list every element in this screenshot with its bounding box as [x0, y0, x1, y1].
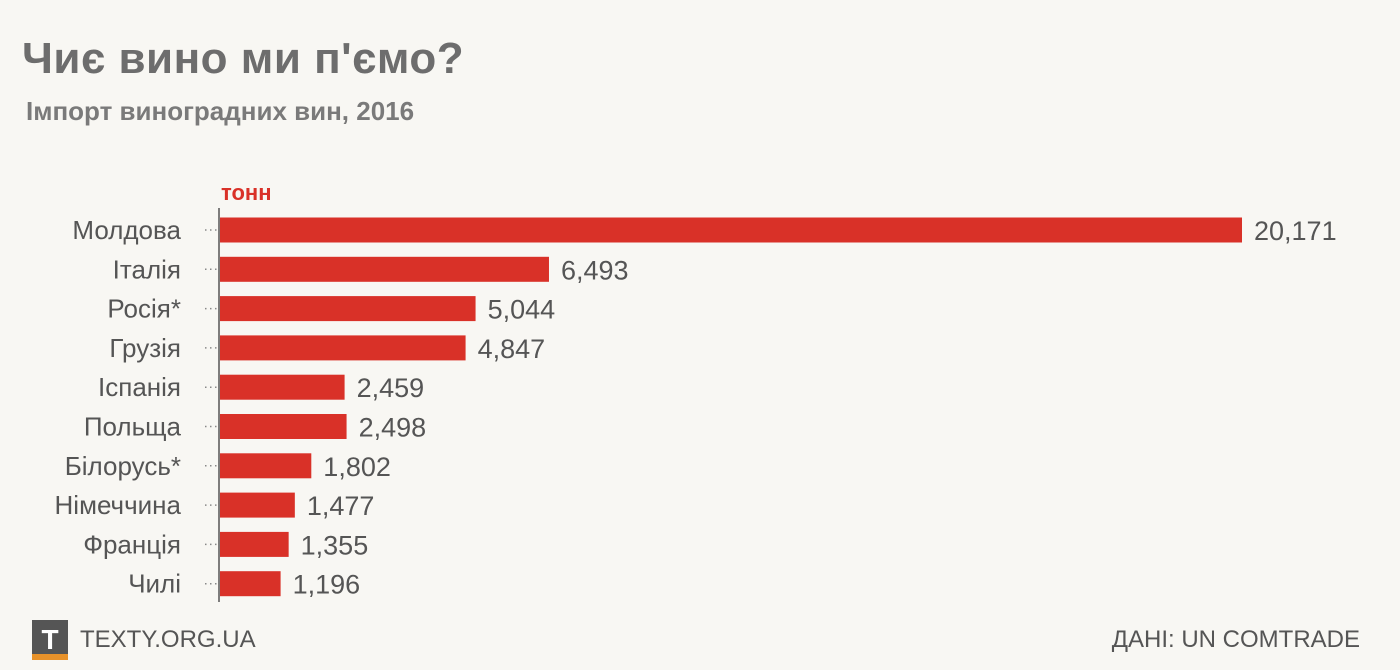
chart-subtitle: Імпорт виноградних вин, 2016 — [26, 96, 415, 126]
category-label: Чилі — [128, 569, 181, 599]
value-label: 20,171 — [1254, 216, 1337, 246]
value-label: 1,355 — [301, 530, 369, 560]
category-label: Грузія — [109, 333, 181, 363]
bar-chart: Молдова 20,171 Італія 6,493 Росія* 5,044 Грузі… — [55, 208, 1337, 602]
category-label: Білорусь* — [65, 451, 181, 481]
value-label: 6,493 — [561, 255, 629, 285]
unit-label: тонн — [221, 180, 272, 205]
bar — [220, 335, 466, 361]
category-label: Німеччина — [55, 490, 182, 520]
value-label: 5,044 — [488, 295, 556, 325]
bar — [220, 453, 312, 479]
category-label: Росія* — [107, 294, 181, 324]
bar — [220, 531, 289, 557]
value-label: 1,477 — [307, 491, 375, 521]
data-source: ДАНІ: UN COMTRADE — [1111, 626, 1360, 653]
bar — [220, 571, 281, 597]
category-label: Іспанія — [98, 372, 181, 402]
chart-title: Чиє вино ми п'ємо? — [22, 34, 465, 83]
bar — [220, 296, 476, 322]
bar — [220, 492, 295, 518]
category-label: Молдова — [72, 215, 181, 245]
category-label: Польща — [84, 412, 182, 442]
bar — [220, 256, 549, 282]
value-label: 1,802 — [323, 452, 391, 482]
category-label: Італія — [113, 254, 181, 284]
value-label: 2,498 — [359, 413, 427, 443]
texty-logo-icon: T — [32, 620, 68, 660]
value-label: 4,847 — [478, 334, 546, 364]
bar — [220, 374, 345, 400]
value-label: 2,459 — [357, 373, 425, 403]
bar — [220, 414, 347, 439]
value-label: 1,196 — [293, 570, 361, 600]
brand: T TEXTY.ORG.UA — [32, 620, 256, 660]
site-name[interactable]: TEXTY.ORG.UA — [80, 626, 256, 653]
category-label: Франція — [83, 529, 181, 559]
bar — [220, 217, 1242, 243]
